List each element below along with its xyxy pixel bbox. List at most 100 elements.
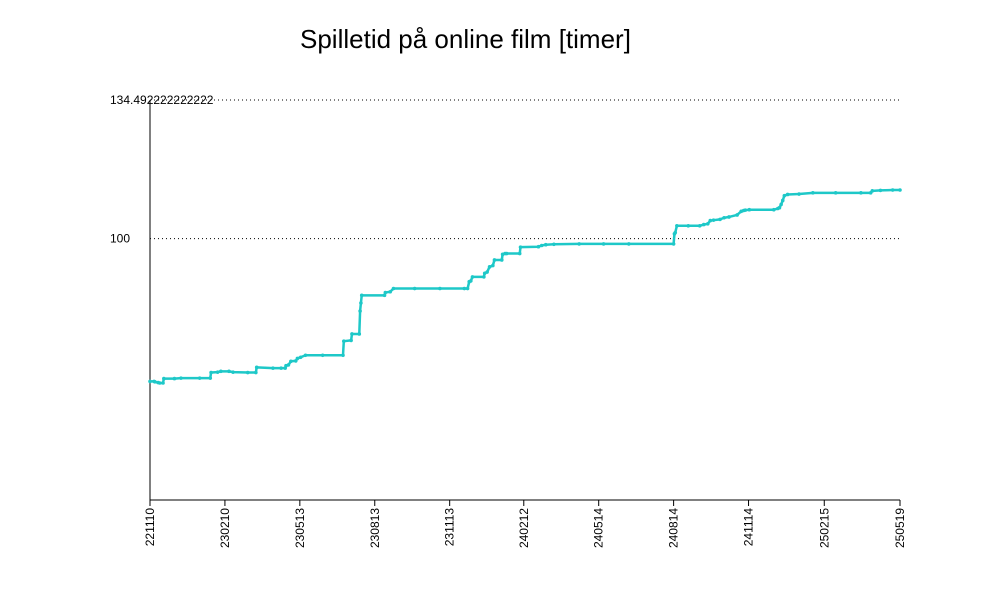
x-tick-label: 231113: [443, 508, 457, 547]
data-point: [811, 191, 815, 195]
data-point: [349, 338, 353, 343]
data-point: [743, 208, 748, 212]
data-point: [706, 222, 710, 226]
data-point: [718, 217, 722, 222]
data-point: [215, 370, 220, 374]
x-tick-label: 230210: [218, 508, 232, 548]
data-point: [162, 376, 166, 381]
data-point: [671, 242, 676, 246]
data-point: [391, 286, 396, 291]
data-point: [536, 244, 541, 249]
data-point: [412, 286, 417, 291]
data-point: [227, 369, 231, 374]
data-point: [357, 332, 362, 336]
data-point: [179, 376, 183, 380]
data-point: [722, 215, 726, 220]
data-point: [735, 213, 739, 217]
data-point: [627, 242, 631, 246]
data-point: [295, 356, 300, 361]
data-point: [157, 381, 162, 385]
data-point: [219, 369, 223, 374]
data-point: [782, 193, 787, 198]
data-point: [727, 215, 731, 219]
data-point: [878, 188, 883, 193]
data-point: [161, 381, 165, 385]
data-point: [482, 275, 486, 279]
data-point: [438, 286, 442, 291]
data-point: [485, 270, 489, 274]
x-tick-label: 240814: [667, 508, 681, 548]
axes: [149, 100, 900, 501]
data-point: [747, 207, 752, 212]
x-tick-label: 250519: [893, 508, 907, 548]
data-point: [675, 224, 679, 228]
data-point: [358, 309, 362, 313]
data-point: [208, 376, 213, 380]
x-tick-label: 250215: [817, 508, 831, 548]
grid-lines: [150, 99, 900, 240]
data-point: [254, 370, 258, 375]
data-point: [870, 189, 875, 193]
data-point: [859, 191, 863, 195]
data-point: [462, 286, 467, 291]
data-point: [286, 363, 291, 367]
data-point: [197, 376, 202, 380]
data-point: [271, 366, 275, 370]
data-point: [601, 242, 606, 246]
data-point: [388, 289, 393, 294]
data-point: [298, 355, 303, 360]
data-point: [465, 286, 470, 291]
data-point: [172, 376, 177, 381]
series-group: [148, 188, 902, 385]
data-point: [470, 275, 475, 279]
data-point: [697, 224, 702, 228]
data-point: [577, 242, 581, 246]
data-point: [499, 258, 504, 262]
data-point: [350, 332, 354, 336]
data-point: [711, 218, 716, 222]
data-point: [890, 188, 895, 192]
data-point: [673, 230, 678, 235]
data-point: [771, 207, 776, 212]
data-point: [686, 224, 691, 228]
data-point: [504, 251, 509, 256]
data-point: [539, 243, 544, 248]
data-point: [517, 251, 522, 256]
x-tick-label: 230513: [293, 508, 307, 548]
x-tick-label: 241114: [742, 508, 756, 547]
data-point: [383, 290, 388, 295]
data-point: [382, 293, 387, 298]
data-point: [303, 353, 308, 358]
data-point: [518, 245, 523, 249]
y-tick-label: 134.492222222222: [110, 93, 214, 107]
data-point: [148, 379, 152, 384]
data-point: [898, 188, 902, 192]
x-tick-label: 240514: [592, 508, 606, 548]
series-line: [148, 188, 902, 385]
data-point: [320, 353, 325, 358]
data-point: [359, 301, 363, 305]
data-point: [701, 222, 706, 227]
data-point: [777, 205, 782, 210]
y-tick-label: 100: [110, 232, 130, 246]
data-point: [209, 370, 213, 375]
data-point: [359, 293, 364, 298]
chart-title: Spilletid på online film [timer]: [300, 24, 631, 54]
data-point: [231, 370, 235, 374]
data-point: [779, 202, 783, 207]
data-point: [543, 242, 548, 247]
data-point: [279, 366, 283, 370]
data-point: [780, 198, 785, 203]
data-point: [245, 370, 250, 375]
x-tick-label: 221110: [143, 508, 157, 547]
x-axis-ticks: 221110 230210 230513 230813 231113 240212 2405…: [143, 500, 907, 548]
data-point: [289, 359, 293, 364]
data-point: [487, 265, 492, 269]
data-point: [552, 242, 556, 247]
data-point: [797, 192, 801, 196]
data-point: [491, 263, 495, 268]
data-point: [341, 353, 345, 358]
x-tick-label: 230813: [368, 508, 382, 548]
data-point: [833, 191, 838, 195]
